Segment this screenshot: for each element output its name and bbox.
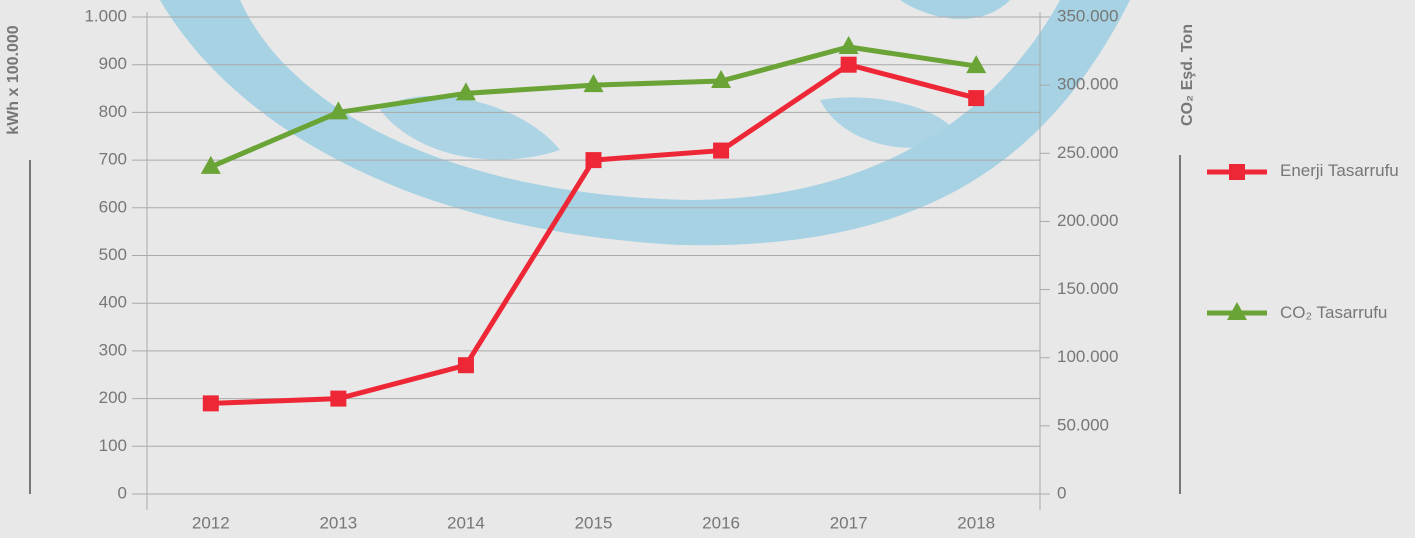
y2-tick-label: 300.000: [1057, 75, 1118, 94]
data-point: [966, 55, 987, 74]
data-point: [838, 35, 859, 54]
data-point: [968, 90, 985, 107]
data-point: [455, 82, 476, 101]
y-tick-label: 100: [99, 436, 127, 455]
data-point: [328, 101, 349, 120]
y-tick-label: 800: [99, 102, 127, 121]
x-tick-label: 2012: [192, 513, 230, 532]
data-point: [202, 395, 219, 412]
x-tick-label: 2013: [319, 513, 357, 532]
y2-tick-label: 200.000: [1057, 211, 1118, 230]
y2-tick-label: 350.000: [1057, 6, 1118, 25]
background-decoration: [160, 0, 1130, 246]
data-point: [585, 152, 602, 169]
data-point: [200, 155, 221, 174]
y-tick-label: 0: [118, 483, 127, 502]
data-point: [330, 390, 347, 407]
legend-label: Enerji Tasarrufu: [1280, 161, 1399, 180]
legend-label: CO₂ Tasarrufu: [1280, 303, 1388, 322]
data-point: [583, 74, 604, 93]
y-tick-label: 400: [99, 293, 127, 312]
data-point: [711, 70, 732, 89]
y-tick-label: 200: [99, 388, 127, 407]
x-tick-label: 2018: [957, 513, 995, 532]
y2-tick-label: 100.000: [1057, 347, 1118, 366]
y-tick-label: 700: [99, 150, 127, 169]
y2-axis-title: CO₂ Eşd. Ton: [1179, 24, 1196, 126]
x-tick-label: 2016: [702, 513, 740, 532]
y-axis-title: kWh x 100.000: [5, 25, 22, 135]
data-point: [1229, 164, 1245, 180]
data-point: [1227, 302, 1247, 320]
y2-tick-label: 0: [1057, 483, 1066, 502]
x-tick-label: 2017: [830, 513, 868, 532]
data-point: [713, 142, 730, 159]
y-tick-label: 500: [99, 245, 127, 264]
x-tick-label: 2014: [447, 513, 485, 532]
data-point: [840, 56, 857, 73]
y-tick-label: 600: [99, 197, 127, 216]
y2-tick-label: 50.000: [1057, 415, 1109, 434]
data-point: [457, 357, 474, 374]
y-tick-label: 300: [99, 340, 127, 359]
y-tick-label: 900: [99, 54, 127, 73]
y2-tick-label: 150.000: [1057, 279, 1118, 298]
y-tick-label: 1.000: [84, 6, 127, 25]
y2-tick-label: 250.000: [1057, 143, 1118, 162]
x-tick-label: 2015: [575, 513, 613, 532]
